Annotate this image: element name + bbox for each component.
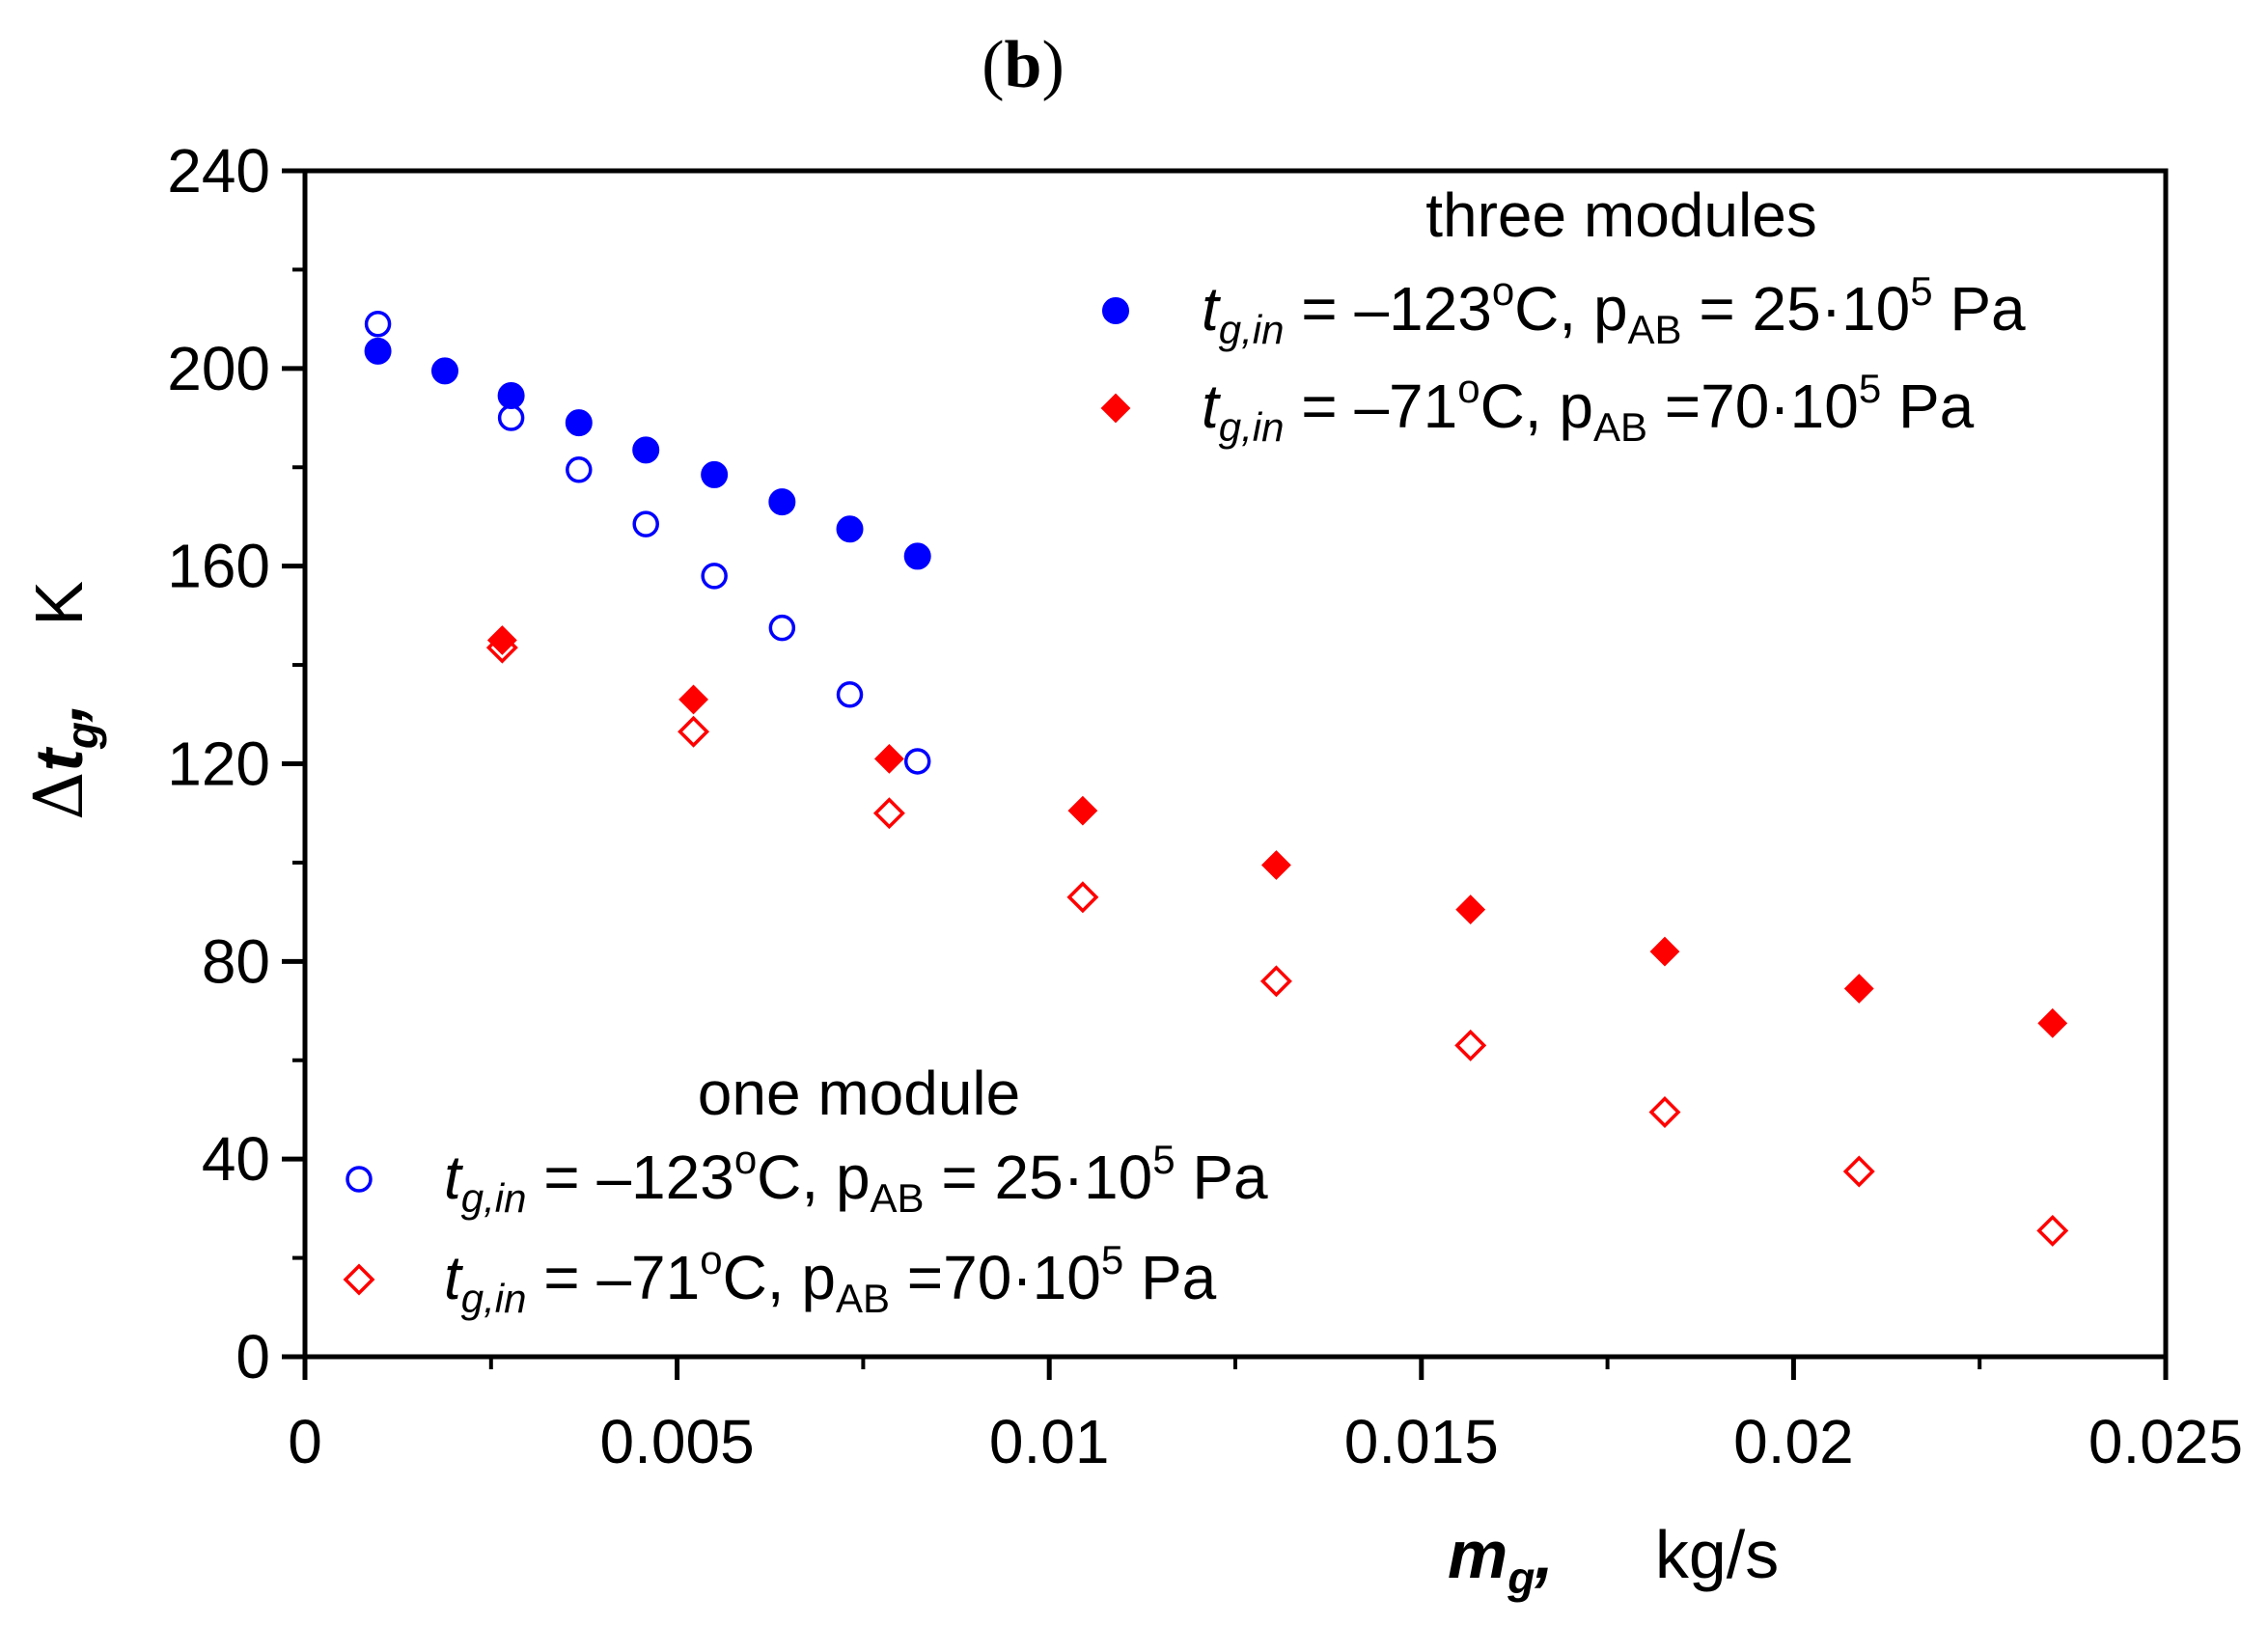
data-point-circle-filled	[633, 437, 658, 462]
y-axis-ticks	[282, 171, 305, 1357]
data-point-diamond-open	[1069, 884, 1096, 911]
data-points	[366, 313, 2066, 1245]
y-axis-title-delta: Δ	[19, 771, 98, 820]
data-point-diamond-filled	[2039, 1009, 2066, 1036]
legend-heading: one module	[698, 1059, 1020, 1128]
x-axis-title-sub: g	[1507, 1553, 1535, 1603]
data-point-diamond-open	[875, 800, 902, 827]
x-tick-label: 0.025	[2088, 1407, 2243, 1476]
y-axis-title-var: t	[21, 746, 97, 771]
y-tick-label: 120	[167, 730, 270, 799]
data-point-diamond-filled	[1845, 975, 1872, 1002]
legend-marker-diamond-open	[346, 1266, 373, 1293]
y-axis-title-sep: ,	[21, 703, 97, 723]
data-point-diamond-open	[680, 718, 707, 745]
y-axis-title-unit: K	[21, 581, 97, 626]
y-tick-label: 80	[202, 926, 270, 996]
data-point-circle-open	[634, 512, 657, 536]
x-axis-title-var: m	[1448, 1517, 1507, 1592]
x-tick-label: 0.005	[600, 1407, 755, 1476]
data-point-diamond-filled	[1262, 851, 1289, 878]
data-point-diamond-open	[1262, 968, 1289, 995]
legend-entry-label: tg,in = –123oC, pAB = 25·105 Pa	[1202, 268, 2026, 352]
data-point-circle-open	[500, 406, 523, 429]
x-axis-title: mg, kg/s	[1448, 1517, 1779, 1603]
y-tick-label: 240	[167, 136, 270, 206]
y-tick-label: 0	[235, 1322, 270, 1391]
data-point-circle-open	[703, 565, 726, 588]
legend-entry-label: tg,in = –71oC, pAB =70·105 Pa	[444, 1237, 1217, 1321]
y-tick-label: 160	[167, 532, 270, 601]
data-point-circle-filled	[769, 489, 794, 514]
data-point-circle-filled	[905, 543, 930, 568]
x-tick-label: 0	[288, 1407, 322, 1476]
legend-marker-circle-open	[347, 1168, 371, 1191]
data-point-circle-open	[770, 617, 793, 640]
legend-marker-circle-filled	[1103, 298, 1128, 323]
data-point-circle-open	[839, 683, 862, 706]
data-point-circle-filled	[567, 410, 592, 435]
x-tick-label: 0.01	[989, 1407, 1110, 1476]
legend-three-modules: three modules tg,in = –123oC, pAB = 25·10…	[1102, 180, 2026, 450]
legend-one-module: one module tg,in = –123oC, pAB = 25·105 P…	[346, 1059, 1268, 1321]
data-point-circle-open	[906, 750, 929, 773]
x-tick-label: 0.015	[1344, 1407, 1499, 1476]
x-tick-label: 0.02	[1733, 1407, 1854, 1476]
chart: (b) 0 0.005 0.01 0.015 0.02 0.025 0 40 80 120 160…	[0, 0, 2268, 1625]
x-axis-ticks	[305, 1357, 2166, 1380]
data-point-diamond-filled	[1069, 797, 1096, 824]
data-point-circle-open	[567, 458, 591, 482]
data-point-circle-filled	[432, 358, 457, 383]
data-point-diamond-open	[1845, 1158, 1872, 1185]
data-point-circle-filled	[702, 462, 727, 487]
legend-entry-label: tg,in = –123oC, pAB = 25·105 Pa	[444, 1137, 1268, 1221]
data-point-diamond-filled	[1457, 896, 1484, 923]
x-axis-title-sep: ,	[1534, 1517, 1553, 1592]
legend-heading: three modules	[1425, 180, 1817, 250]
data-point-diamond-filled	[1651, 938, 1678, 965]
data-point-diamond-open	[1651, 1099, 1678, 1126]
data-point-circle-filled	[838, 516, 863, 541]
data-point-circle-filled	[366, 339, 391, 364]
data-point-diamond-filled	[875, 745, 902, 772]
data-point-circle-filled	[499, 383, 524, 408]
y-axis-title-sub: g	[57, 722, 107, 750]
data-point-diamond-open	[2039, 1217, 2066, 1244]
y-axis-title: Δtg, K	[19, 581, 107, 820]
y-tick-label: 40	[202, 1124, 270, 1194]
data-point-diamond-filled	[680, 686, 707, 713]
data-point-circle-open	[367, 313, 390, 336]
x-axis-tick-labels: 0 0.005 0.01 0.015 0.02 0.025	[288, 1407, 2243, 1476]
x-axis-title-unit: kg/s	[1655, 1517, 1779, 1592]
legend-entry-label: tg,in = –71oC, pAB =70·105 Pa	[1202, 366, 1975, 450]
data-point-diamond-open	[1457, 1032, 1484, 1059]
y-axis-tick-labels: 0 40 80 120 160 200 240	[167, 136, 270, 1391]
panel-label: (b)	[982, 28, 1065, 102]
y-tick-label: 200	[167, 334, 270, 403]
legend-marker-diamond-filled	[1102, 395, 1129, 422]
